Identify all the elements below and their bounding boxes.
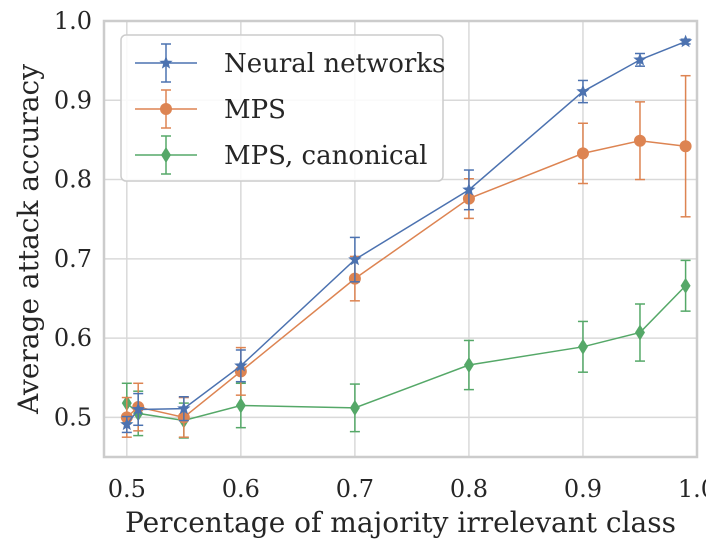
series (120, 34, 693, 439)
legend-entry: MPS, canonical (135, 135, 427, 175)
y-tick-label: 0.7 (54, 245, 92, 273)
x-tick-label: 0.5 (108, 475, 146, 503)
y-tick-label: 0.8 (54, 166, 92, 194)
x-tick-label: 0.9 (564, 475, 602, 503)
legend-box (120, 34, 444, 182)
y-tick-label: 0.9 (54, 86, 92, 114)
data-point (679, 140, 692, 153)
legend-marker (161, 147, 171, 163)
legend-marker (160, 103, 172, 115)
x-tick-label: 0.7 (336, 475, 374, 503)
data-point (633, 52, 647, 66)
data-point (633, 134, 646, 147)
data-point (131, 402, 145, 416)
data-point (177, 401, 191, 415)
plot-frame (102, 19, 699, 459)
data-point (463, 357, 474, 374)
data-point (349, 399, 360, 416)
y-axis-label: Average attack accuracy (12, 64, 45, 415)
data-point (348, 252, 362, 266)
y-tick-label: 0.6 (54, 324, 92, 352)
x-tick-label: 0.8 (450, 475, 488, 503)
y-tick-label: 0.5 (54, 403, 92, 431)
y-tick-label: 1.0 (54, 7, 92, 35)
series-neural-networks (120, 34, 693, 434)
data-point (680, 277, 691, 294)
legend-entry: Neural networks (135, 43, 445, 83)
data-point (577, 338, 588, 355)
tick-labels: 0.5 0.6 0.7 0.8 0.9 1.0 0.5 0.6 0.7 0.8 0.9 1.0 (54, 7, 706, 503)
data-point (576, 147, 589, 160)
data-point (462, 182, 476, 196)
legend-entry: MPS (135, 89, 286, 129)
x-tick-label: 1.0 (678, 475, 706, 503)
data-point (234, 358, 248, 372)
data-point (120, 417, 134, 431)
data-point (576, 84, 590, 98)
legend-label: MPS, canonical (224, 141, 427, 171)
x-axis-label: Percentage of majority irrelevant class (125, 506, 676, 539)
legend: Neural networks MPS MPS, canonical (120, 34, 445, 182)
legend-marker (159, 56, 173, 69)
data-point (634, 324, 645, 341)
x-tick-label: 0.6 (222, 475, 260, 503)
legend-label: MPS (224, 95, 286, 125)
data-point (235, 397, 246, 414)
legend-label: Neural networks (224, 49, 445, 79)
data-point (678, 34, 693, 48)
